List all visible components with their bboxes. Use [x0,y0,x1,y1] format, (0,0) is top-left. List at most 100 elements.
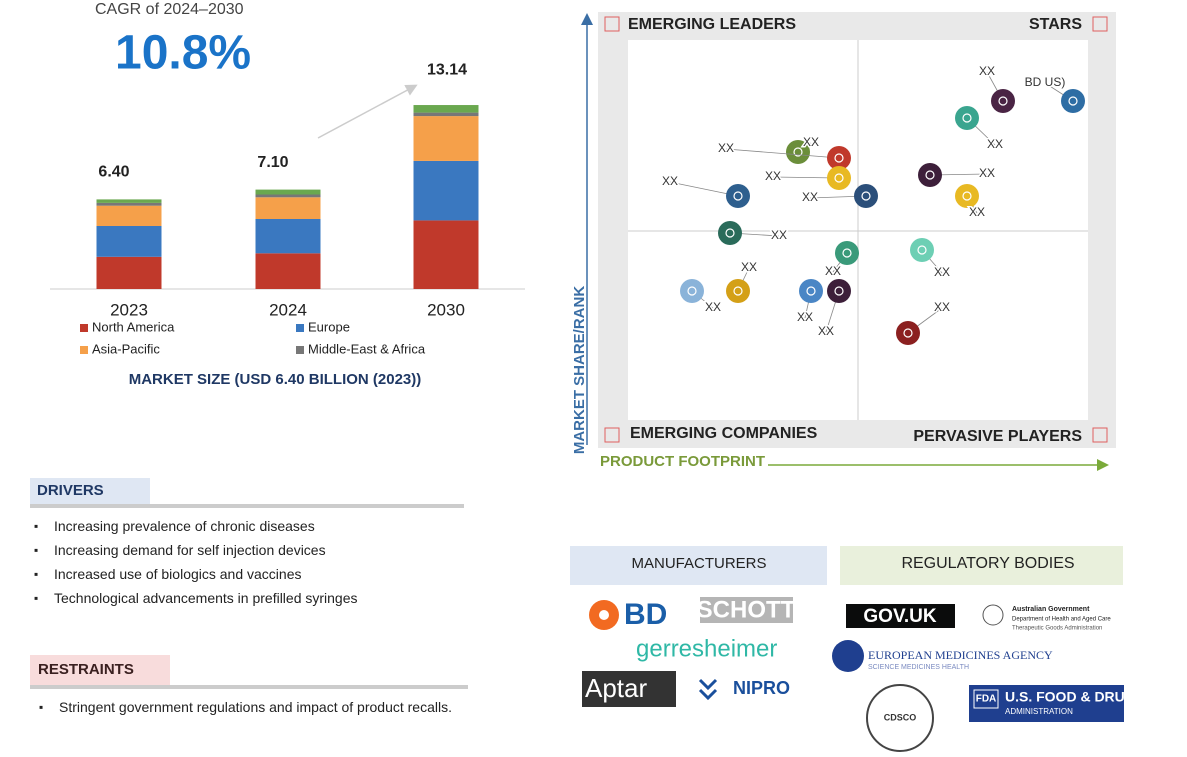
company-label: XX [934,265,950,279]
bubble-dot [733,286,743,296]
logo: EUROPEAN MEDICINES AGENCY [868,648,1053,662]
company-label: XX [662,174,678,188]
bubble-dot [733,191,743,201]
logo-box [969,685,1124,722]
logo-box [973,689,999,709]
logo: U.S. FOOD & DRUG [1005,689,1136,705]
company-bubble [799,279,823,303]
bar-segment [255,189,321,195]
company-label: XX [934,300,950,314]
legend-swatch [296,324,304,332]
leader-line [725,148,840,159]
logo: Department of Health and Aged Care [1012,617,1111,623]
x-tick-label: 2023 [110,300,148,319]
company-bubble [835,241,859,265]
bar-segment [255,219,321,254]
legend-label: North America [92,319,175,334]
bar-segment [96,256,162,289]
company-label: XX [741,260,757,274]
cagr-label: CAGR of 2024–2030 [95,1,244,18]
company-label: BD US) [1025,75,1066,89]
bubble-dot [962,113,972,123]
bubble-dot [842,248,852,258]
list-item: Increased use of biologics and vaccines [30,565,358,583]
logo: ADMINISTRATION [1005,707,1073,716]
logo-box [582,671,676,707]
bubble-dot [925,170,935,180]
logo: gerresheimer [636,635,777,662]
company-bubble [991,89,1015,113]
company-bubble [726,279,750,303]
bubble-dot [1068,96,1078,106]
logo-box [700,597,793,623]
legend-swatch [80,346,88,354]
company-label: XX [987,137,1003,151]
logo-icon [866,684,934,752]
header-box [840,546,1123,585]
logo-icon [698,678,718,701]
quadrant-label: STARS [1029,16,1082,33]
logo-icon [832,640,864,672]
company-label: XX [979,64,995,78]
header-box [30,655,170,685]
logo: SCHOTT [697,596,796,623]
company-label: XX [771,228,787,242]
company-label: XX [803,135,819,149]
company-label: XX [825,264,841,278]
company-label: XX [969,205,985,219]
drivers-title: DRIVERS [37,482,104,499]
company-bubble [918,163,942,187]
bubble-dot [917,245,927,255]
logo: Therapeutic Goods Administration [1012,626,1102,632]
legend-swatch [296,346,304,354]
logo-icon [599,610,609,620]
company-label: XX [718,141,734,155]
drivers-list: Increasing prevalence of chronic disease… [30,517,358,613]
company-bubble [955,106,979,130]
bar-segment [96,199,162,203]
bubble-dot [962,191,972,201]
y-axis-label: MARKET SHARE/RANK [571,286,588,455]
total-label: 6.40 [98,164,129,181]
bubble-dot [793,147,803,157]
quadrant-label: EMERGING LEADERS [628,16,796,33]
total-label: 13.14 [427,61,467,78]
company-label: XX [797,310,813,324]
quadrant-label: PERVASIVE PLAYERS [913,428,1082,445]
list-item: Increasing demand for self injection dev… [30,541,358,559]
bar-segment [96,202,162,206]
logo: SCIENCE MEDICINES HEALTH [868,664,969,671]
cagr-value: 10.8% [115,27,251,80]
x-tick-label: 2030 [427,300,465,319]
company-bubble [827,166,851,190]
icon [1092,427,1108,443]
bar-segment [413,220,479,289]
bar-segment [96,226,162,257]
company-bubble [854,184,878,208]
footnote: MARKET SIZE (USD 6.40 BILLION (2023)) [129,371,422,388]
icon [1092,16,1108,32]
bar-segment [96,205,162,226]
header-box [570,546,827,585]
company-bubble [726,184,750,208]
legend-label: Middle-East & Africa [308,341,426,356]
company-bubble [718,221,742,245]
logo-icon [982,604,1004,626]
manufacturers-title: MANUFACTURERS [631,555,766,572]
legend-label: Europe [308,319,350,334]
bubble-dot [806,286,816,296]
company-label: XX [818,324,834,338]
logo: BD [624,598,667,631]
restraints-list: Stringent government regulations and imp… [35,698,455,722]
bubble-dot [725,228,735,238]
company-bubble [827,146,851,170]
bubble-dot [861,191,871,201]
company-bubble [680,279,704,303]
bar-segment [255,194,321,198]
company-label: XX [765,169,781,183]
regulatory-title: REGULATORY BODIES [901,555,1074,572]
logo: CDSCO [884,712,917,722]
x-tick-label: 2024 [269,300,307,319]
logo: Aptar [585,673,647,703]
